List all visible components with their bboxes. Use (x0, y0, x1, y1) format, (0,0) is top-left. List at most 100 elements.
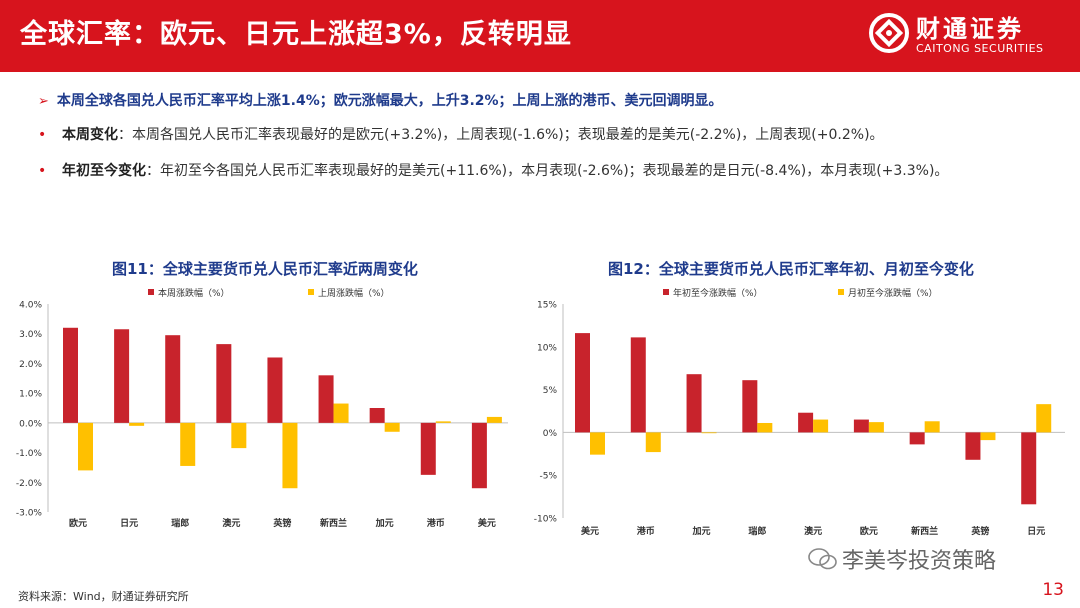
bar-series1 (965, 432, 981, 460)
caitong-logo-icon (869, 13, 909, 53)
x-tick-label: 澳元 (222, 517, 240, 529)
legend-label: 本周涨跌幅（%） (158, 287, 230, 299)
bar-series2 (813, 419, 829, 433)
bar-series2 (486, 416, 502, 423)
wechat-icon (808, 548, 837, 570)
x-tick-label: 英镑 (970, 525, 989, 537)
x-tick-label: 瑞郎 (171, 517, 189, 529)
brand-name-en: CAITONG SECURITIES (916, 42, 1044, 55)
bullet-dot-icon: • (38, 163, 47, 179)
legend-swatch (838, 289, 844, 295)
bar-series2 (333, 403, 349, 423)
bullet-label: 本周变化 (62, 127, 118, 143)
legend-label: 年初至今涨跌幅（%） (673, 287, 763, 299)
bar-series2 (78, 422, 93, 471)
x-tick-label: 英镑 (272, 517, 291, 529)
bullet-text: ：本周各国兑人民币汇率表现最好的是欧元(+3.2%)，上周表现(-1.6%)；表… (118, 127, 884, 143)
bar-series1 (798, 412, 814, 433)
x-tick-label: 日元 (120, 518, 138, 529)
x-tick-label: 港币 (637, 525, 655, 537)
chart-title-fig11: 图11：全球主要货币兑人民币汇率近两周变化 (112, 260, 418, 278)
x-tick-label: 美元 (581, 525, 599, 537)
bullet-weekly-change: • 本周变化：本周各国兑人民币汇率表现最好的是欧元(+3.2%)，上周表现(-1… (38, 124, 998, 148)
summary-text: 本周全球各国兑人民币汇率平均上涨1.4%；欧元涨幅最大，上升3.2%；上周上涨的… (56, 93, 723, 109)
bar-series2 (180, 422, 196, 466)
watermark-text: 李美岑投资策略 (842, 549, 997, 574)
y-tick-label: 15% (537, 301, 557, 311)
bar-series2 (129, 422, 145, 426)
bar-series2 (1036, 404, 1052, 433)
bar-series2 (924, 421, 940, 433)
bar-series1 (853, 419, 869, 433)
legend-swatch (663, 289, 669, 295)
bar-series1 (909, 432, 925, 445)
brand: 财通证券 CAITONG SECURITIES (848, 0, 1080, 72)
bar-series2 (384, 422, 400, 432)
page-number: 13 (1042, 580, 1064, 600)
x-tick-label: 欧元 (69, 517, 87, 529)
bar-series1 (471, 422, 487, 489)
y-tick-label: 0.0% (19, 419, 42, 429)
y-tick-label: 1.0% (19, 390, 42, 400)
bar-series1 (420, 422, 436, 475)
y-tick-label: -10% (534, 515, 558, 525)
bar-series1 (216, 344, 232, 423)
source-note: 资料来源：Wind，财通证券研究所 (18, 590, 189, 603)
bar-series2 (590, 432, 605, 455)
arrow-bullet-icon: ➢ (38, 94, 49, 109)
bar-series1 (267, 357, 283, 423)
bullet-label: 年初至今变化 (62, 163, 146, 179)
bar-series2 (645, 432, 661, 453)
legend-swatch (308, 289, 314, 295)
bar-series1 (742, 380, 758, 433)
legend-label: 月初至今涨跌幅（%） (848, 287, 938, 299)
bar-series1 (63, 327, 78, 423)
y-tick-label: 0% (543, 429, 558, 439)
summary-line: ➢ 本周全球各国兑人民币汇率平均上涨1.4%；欧元涨幅最大，上升3.2%；上周上涨… (38, 90, 723, 110)
bullet-dot-icon: • (38, 127, 47, 143)
y-tick-label: 5% (543, 386, 558, 396)
x-tick-label: 新西兰 (911, 525, 938, 537)
bar-series1 (165, 335, 181, 423)
x-tick-label: 美元 (478, 517, 496, 529)
page-title: 全球汇率：欧元、日元上涨超3%，反转明显 (20, 19, 572, 50)
bar-chart-weekly: 4.0% 3.0% 2.0% 1.0% 0.0% -1.0% -2.0% -3.0% 欧元 日元 瑞… (16, 287, 508, 529)
legend-label: 上周涨跌幅（%） (318, 287, 390, 299)
bar-series1 (1021, 432, 1037, 505)
bar-series1 (630, 337, 646, 433)
bar-series2 (282, 422, 298, 489)
x-tick-label: 日元 (1027, 526, 1045, 537)
x-tick-label: 澳元 (804, 525, 822, 537)
bar-series1 (114, 329, 130, 423)
y-tick-label: -5% (539, 472, 557, 482)
y-tick-label: 4.0% (19, 301, 42, 311)
bar-series1 (318, 375, 334, 423)
bar-series2 (231, 422, 247, 449)
y-tick-label: -3.0% (16, 509, 43, 519)
bullet-ytd-change: • 年初至今变化：年初至今各国兑人民币汇率表现最好的是美元(+11.6%)，本月… (38, 160, 998, 206)
brand-name-cn: 财通证券 (916, 15, 1024, 43)
bar-series2 (701, 432, 717, 434)
bar-series1 (575, 333, 590, 433)
bar-series1 (369, 408, 385, 423)
x-tick-label: 瑞郎 (748, 525, 766, 537)
bar-series2 (435, 421, 451, 423)
y-tick-label: 3.0% (19, 330, 42, 340)
bar-series1 (686, 374, 702, 433)
bar-series2 (868, 422, 884, 433)
bullet-text: ：年初至今各国兑人民币汇率表现最好的是美元(+11.6%)，本月表现(-2.6%… (146, 163, 949, 179)
x-tick-label: 加元 (375, 517, 394, 529)
x-tick-label: 欧元 (860, 525, 878, 537)
x-tick-label: 新西兰 (320, 517, 347, 529)
bar-series2 (980, 432, 996, 441)
bar-chart-ytd: 15% 10% 5% 0% -5% -10% 美元 港币 加元 瑞郎 澳元 欧元 新西兰 英镑 日元 年初至今… (534, 287, 1065, 537)
legend-swatch (148, 289, 154, 295)
y-tick-label: 10% (537, 343, 557, 353)
y-tick-label: 2.0% (19, 360, 42, 370)
chart-title-fig12: 图12：全球主要货币兑人民币汇率年初、月初至今变化 (608, 260, 974, 278)
x-tick-label: 港币 (427, 517, 445, 529)
y-tick-label: -2.0% (16, 479, 43, 489)
y-tick-label: -1.0% (16, 449, 43, 459)
bar-series2 (757, 422, 773, 433)
x-tick-label: 加元 (692, 525, 711, 537)
